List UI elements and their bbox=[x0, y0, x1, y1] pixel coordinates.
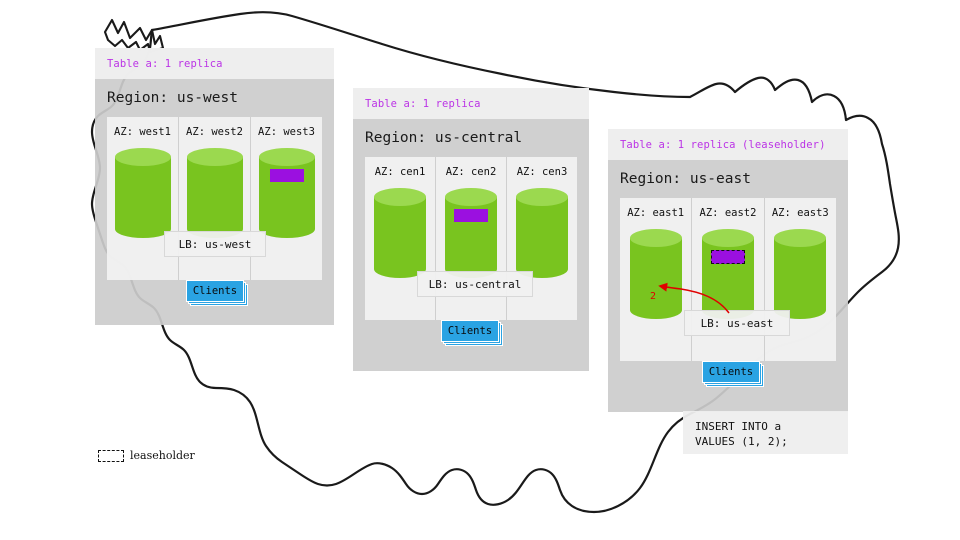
cylinder-top bbox=[374, 188, 426, 206]
cylinder-body bbox=[114, 157, 171, 229]
az-container-us-east: AZ: east1 AZ: east2 AZ: east3 bbox=[620, 198, 836, 361]
sql-statement-box: INSERT INTO a VALUES (1, 2); bbox=[683, 411, 848, 454]
clients-stack-layer-1 bbox=[441, 320, 499, 342]
cylinder-body bbox=[258, 157, 315, 229]
load-balancer-us-east[interactable]: LB: us-east bbox=[684, 310, 790, 336]
region-title-us-east: Region: us-east bbox=[620, 171, 751, 187]
replica-block[interactable] bbox=[269, 169, 304, 182]
clients-button-us-west[interactable]: Clients bbox=[186, 280, 248, 306]
load-balancer-us-west[interactable]: LB: us-west bbox=[164, 231, 266, 257]
clients-stack-layer-1 bbox=[702, 361, 760, 383]
replica-block-leaseholder[interactable] bbox=[710, 250, 745, 264]
az-label: AZ: east2 bbox=[699, 207, 757, 219]
region-header-us-central: Table a: 1 replica bbox=[353, 88, 589, 119]
region-panel-us-east: Table a: 1 replica (leaseholder) Region:… bbox=[608, 129, 848, 412]
cylinder-top bbox=[701, 229, 754, 247]
node-cylinder[interactable] bbox=[258, 148, 315, 238]
cylinder-top bbox=[445, 188, 497, 206]
az-label: AZ: cen3 bbox=[516, 166, 568, 178]
az-label: AZ: east3 bbox=[771, 207, 829, 219]
region-header-us-west: Table a: 1 replica bbox=[95, 48, 334, 79]
leaseholder-swatch-icon bbox=[98, 449, 124, 462]
az-cell-east3[interactable]: AZ: east3 bbox=[763, 198, 836, 361]
az-label: AZ: west1 bbox=[114, 126, 171, 138]
node-cylinder[interactable] bbox=[114, 148, 171, 238]
lb-label: LB: us-central bbox=[428, 277, 522, 291]
table-replica-label: Table a: 1 replica bbox=[365, 97, 481, 110]
region-panel-us-central: Table a: 1 replica Region: us-central AZ… bbox=[353, 88, 589, 371]
clients-label: Clients bbox=[708, 366, 754, 378]
load-balancer-us-central[interactable]: LB: us-central bbox=[417, 271, 533, 297]
cylinder-top bbox=[114, 148, 171, 166]
clients-stack-layer-1 bbox=[186, 280, 244, 302]
cylinder-top bbox=[629, 229, 682, 247]
cylinder-top bbox=[258, 148, 315, 166]
az-cell-west3[interactable]: AZ: west3 bbox=[250, 117, 322, 280]
table-replica-label: Table a: 1 replica bbox=[107, 57, 223, 70]
node-cylinder[interactable] bbox=[445, 188, 497, 278]
legend-label: leaseholder bbox=[130, 449, 195, 462]
az-cell-cen2[interactable]: AZ: cen2 bbox=[435, 157, 506, 320]
az-label: AZ: east1 bbox=[627, 207, 685, 219]
arrow-step-label: 2 bbox=[650, 291, 657, 302]
node-cylinder[interactable] bbox=[629, 229, 682, 319]
region-title-us-west: Region: us-west bbox=[107, 90, 238, 106]
clients-button-us-east[interactable]: Clients bbox=[702, 361, 764, 387]
region-panel-us-west: Table a: 1 replica Region: us-west AZ: w… bbox=[95, 48, 334, 325]
cylinder-top bbox=[516, 188, 568, 206]
az-label: AZ: cen1 bbox=[374, 166, 426, 178]
replica-block[interactable] bbox=[454, 209, 488, 222]
cylinder-body bbox=[516, 197, 568, 269]
az-cell-east1[interactable]: AZ: east1 bbox=[620, 198, 691, 361]
cylinder-top bbox=[774, 229, 827, 247]
clients-label: Clients bbox=[192, 285, 238, 297]
node-cylinder[interactable] bbox=[516, 188, 568, 278]
table-replica-label: Table a: 1 replica (leaseholder) bbox=[620, 138, 826, 151]
az-label: AZ: west2 bbox=[186, 126, 243, 138]
legend: leaseholder bbox=[98, 449, 195, 462]
region-title-us-central: Region: us-central bbox=[365, 130, 523, 146]
clients-button-us-central[interactable]: Clients bbox=[441, 320, 503, 346]
lb-label: LB: us-west bbox=[178, 237, 252, 251]
node-cylinder[interactable] bbox=[374, 188, 426, 278]
cylinder-top bbox=[186, 148, 243, 166]
az-cell-east2[interactable]: AZ: east2 bbox=[691, 198, 763, 361]
cylinder-body bbox=[186, 157, 243, 229]
cylinder-body bbox=[374, 197, 426, 269]
lb-label: LB: us-east bbox=[700, 316, 774, 330]
clients-label: Clients bbox=[447, 325, 493, 337]
cylinder-body bbox=[774, 238, 827, 310]
az-label: AZ: west3 bbox=[258, 126, 315, 138]
node-cylinder[interactable] bbox=[774, 229, 827, 319]
cylinder-body bbox=[701, 238, 754, 310]
cylinder-body bbox=[445, 197, 497, 269]
az-cell-cen3[interactable]: AZ: cen3 bbox=[506, 157, 577, 320]
az-cell-west1[interactable]: AZ: west1 bbox=[107, 117, 178, 280]
az-cell-cen1[interactable]: AZ: cen1 bbox=[365, 157, 435, 320]
region-header-us-east: Table a: 1 replica (leaseholder) bbox=[608, 129, 848, 160]
node-cylinder[interactable] bbox=[701, 229, 754, 319]
az-label: AZ: cen2 bbox=[445, 166, 497, 178]
node-cylinder[interactable] bbox=[186, 148, 243, 238]
az-container-us-west: AZ: west1 AZ: west2 AZ: west3 bbox=[107, 117, 322, 280]
